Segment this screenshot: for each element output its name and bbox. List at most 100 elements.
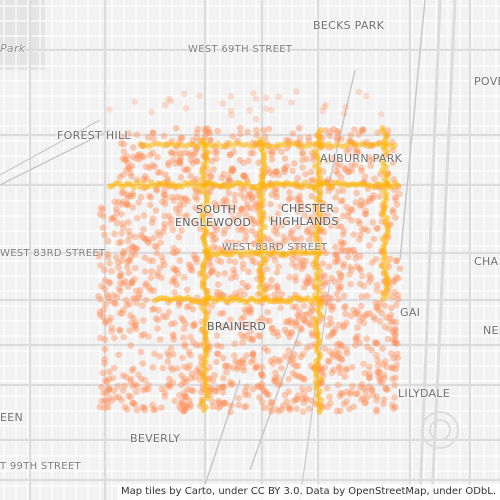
- incident-dot: [143, 296, 150, 304]
- incident-dot: [287, 319, 295, 327]
- incident-dot: [248, 194, 256, 201]
- incident-dot: [123, 201, 131, 208]
- incident-dot: [341, 304, 348, 311]
- label-becks-park: BECKS PARK: [313, 19, 385, 32]
- incident-dot: [300, 302, 308, 310]
- incident-dot: [307, 342, 314, 350]
- incident-dot: [156, 169, 164, 176]
- incident-dot: [161, 393, 169, 400]
- incident-dot: [112, 254, 120, 261]
- incident-dot: [183, 403, 190, 411]
- incident-dot: [105, 375, 113, 383]
- incident-dot: [283, 398, 291, 406]
- incident-dot: [129, 204, 137, 211]
- incident-dot: [117, 140, 125, 147]
- incident-dot: [236, 321, 243, 329]
- incident-dot: [277, 304, 284, 312]
- incident-dot: [183, 212, 191, 219]
- incident-dot: [392, 319, 400, 326]
- incident-dot: [324, 321, 332, 329]
- incident-dot: [300, 261, 307, 269]
- incident-dot: [154, 272, 161, 280]
- incident-dot: [345, 247, 352, 254]
- incident-dot: [249, 336, 256, 344]
- incident-dot: [345, 145, 353, 153]
- incident-dot: [395, 274, 402, 282]
- incident-dot: [347, 206, 355, 213]
- hotspot-dot: [326, 140, 332, 147]
- incident-dot: [106, 368, 113, 376]
- incident-dot: [267, 215, 275, 222]
- incident-dot: [131, 381, 139, 388]
- incident-dot: [271, 375, 279, 382]
- incident-dot: [335, 188, 342, 195]
- incident-dot: [268, 325, 275, 333]
- incident-dot: [129, 248, 137, 255]
- incident-dot: [115, 239, 123, 247]
- incident-dot: [396, 190, 403, 198]
- incident-dot: [97, 262, 104, 269]
- incident-dot: [392, 301, 400, 309]
- incident-dot: [231, 191, 238, 199]
- incident-dot: [124, 194, 131, 202]
- incident-dot: [239, 223, 247, 230]
- incident-dot: [372, 339, 380, 347]
- incident-dot: [127, 342, 135, 349]
- incident-dot: [294, 139, 301, 147]
- incident-dot: [241, 403, 248, 411]
- incident-dot: [149, 129, 157, 136]
- incident-dot: [139, 302, 146, 309]
- incident-dot: [227, 408, 234, 416]
- incident-dot: [168, 193, 176, 201]
- incident-dot: [337, 389, 345, 397]
- incident-dot: [292, 277, 299, 284]
- incident-dot: [270, 329, 278, 337]
- hotspot-dot: [384, 260, 391, 266]
- incident-dot: [244, 204, 251, 212]
- incident-dot: [339, 212, 347, 220]
- incident-dot: [229, 239, 236, 246]
- incident-dot: [162, 314, 170, 321]
- hotspot-dot: [251, 143, 257, 150]
- incident-dot: [343, 349, 351, 357]
- incident-dot: [328, 331, 336, 339]
- incident-dot: [136, 151, 143, 158]
- incident-dot: [187, 403, 194, 411]
- incident-dot: [243, 200, 251, 208]
- incident-dot: [296, 135, 304, 142]
- incident-dot: [253, 95, 260, 102]
- incident-dot: [122, 156, 129, 164]
- incident-dot: [278, 364, 285, 372]
- incident-dot: [149, 129, 157, 137]
- hotspot-dot: [362, 141, 368, 148]
- incident-dot: [347, 138, 354, 145]
- incident-dot: [111, 230, 118, 238]
- incident-dot: [187, 151, 194, 158]
- incident-dot: [358, 201, 366, 209]
- incident-dot: [319, 107, 327, 115]
- incident-dot: [176, 205, 183, 212]
- incident-dot: [227, 93, 235, 100]
- incident-dot: [127, 375, 135, 383]
- incident-dot: [133, 155, 140, 162]
- incident-dot: [100, 306, 107, 314]
- incident-dot: [150, 305, 158, 312]
- incident-dot: [151, 350, 158, 358]
- incident-dot: [319, 273, 327, 280]
- rail-line: [329, 69, 356, 181]
- incident-dot: [369, 195, 377, 202]
- incident-dot: [129, 153, 136, 161]
- incident-dot: [369, 219, 377, 226]
- incident-dot: [295, 392, 302, 399]
- incident-dot: [164, 382, 172, 390]
- incident-dot: [129, 399, 136, 407]
- map-attribution[interactable]: Map tiles by Carto, under CC BY 3.0. Dat…: [116, 484, 500, 500]
- incident-dot: [145, 239, 152, 247]
- incident-dot: [192, 342, 200, 349]
- hotspot-dot: [383, 152, 390, 158]
- incident-dot: [372, 255, 380, 263]
- incident-dot: [364, 343, 371, 351]
- incident-dot: [386, 314, 393, 322]
- hotspot-dot: [365, 143, 371, 150]
